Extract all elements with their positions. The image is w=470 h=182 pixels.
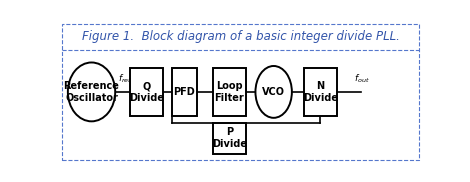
Bar [172,68,197,116]
Bar [130,68,163,116]
Bar [213,123,246,154]
Text: Reference
Oscillator: Reference Oscillator [63,81,119,103]
Bar [213,68,246,116]
Text: PFD: PFD [173,87,196,97]
Text: Q
Divide: Q Divide [129,81,164,103]
Bar [304,68,337,116]
Text: Figure 1.  Block diagram of a basic integer divide PLL.: Figure 1. Block diagram of a basic integ… [82,30,400,43]
Ellipse shape [256,66,292,118]
Text: P
Divide: P Divide [212,127,247,149]
Ellipse shape [68,62,115,121]
Text: $f_{out}$: $f_{out}$ [354,72,369,85]
Text: Loop
Filter: Loop Filter [214,81,244,103]
Text: VCO: VCO [262,87,285,97]
Text: $f_{ref}$: $f_{ref}$ [118,72,133,85]
Text: N
Divide: N Divide [303,81,338,103]
